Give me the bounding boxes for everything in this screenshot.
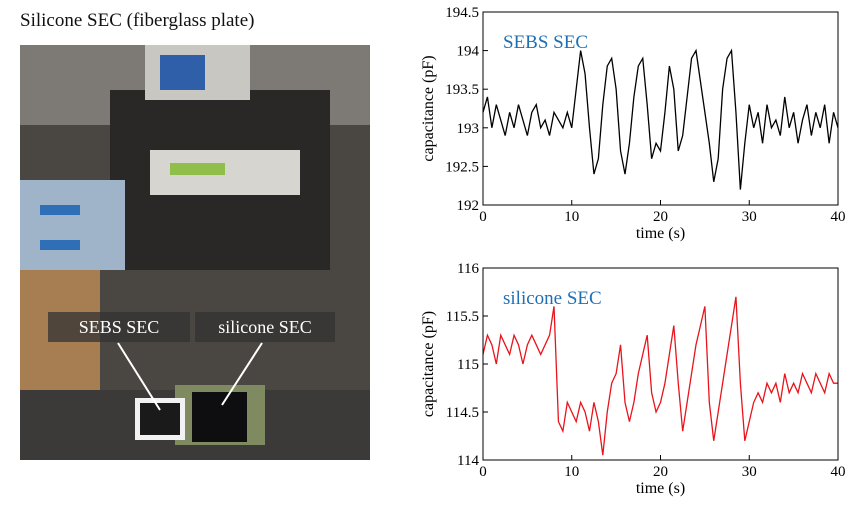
x-axis-label: time (s) — [636, 225, 685, 242]
y-tick-label: 114 — [457, 453, 479, 469]
y-tick-label: 193 — [457, 121, 480, 137]
y-axis-label: capacitance (pF) — [420, 55, 437, 161]
y-tick-label: 115 — [457, 357, 479, 373]
x-axis-label: time (s) — [636, 480, 685, 497]
y-axis-label: capacitance (pF) — [420, 311, 437, 417]
y-tick-label: 116 — [457, 261, 479, 277]
data-line — [482, 48, 839, 190]
page-title: Silicone SEC (fiberglass plate) — [20, 10, 254, 31]
x-tick-label: 10 — [564, 209, 579, 225]
y-tick-label: 192.5 — [445, 159, 479, 175]
x-tick-label: 20 — [653, 209, 668, 225]
data-line — [482, 296, 838, 456]
annotation: silicone SEC — [503, 288, 602, 309]
annotation: SEBS SEC — [503, 32, 588, 53]
x-tick-label: 0 — [479, 209, 487, 225]
x-tick-label: 30 — [742, 209, 757, 225]
y-tick-label: 194 — [457, 44, 480, 60]
x-tick-label: 20 — [653, 464, 668, 480]
y-tick-label: 194.5 — [445, 5, 479, 21]
photo-label: SEBS SEC — [79, 317, 160, 337]
y-tick-label: 192 — [457, 198, 480, 214]
y-tick-label: 115.5 — [446, 309, 479, 325]
x-tick-label: 10 — [564, 464, 579, 480]
x-tick-label: 30 — [742, 464, 757, 480]
x-tick-label: 40 — [831, 464, 846, 480]
photo: SEBS SEC silicone SEC — [20, 45, 370, 460]
y-tick-label: 193.5 — [445, 82, 479, 98]
x-tick-label: 40 — [831, 209, 846, 225]
y-tick-label: 114.5 — [446, 405, 479, 421]
photo-label: silicone SEC — [218, 317, 312, 337]
x-tick-label: 0 — [479, 464, 487, 480]
